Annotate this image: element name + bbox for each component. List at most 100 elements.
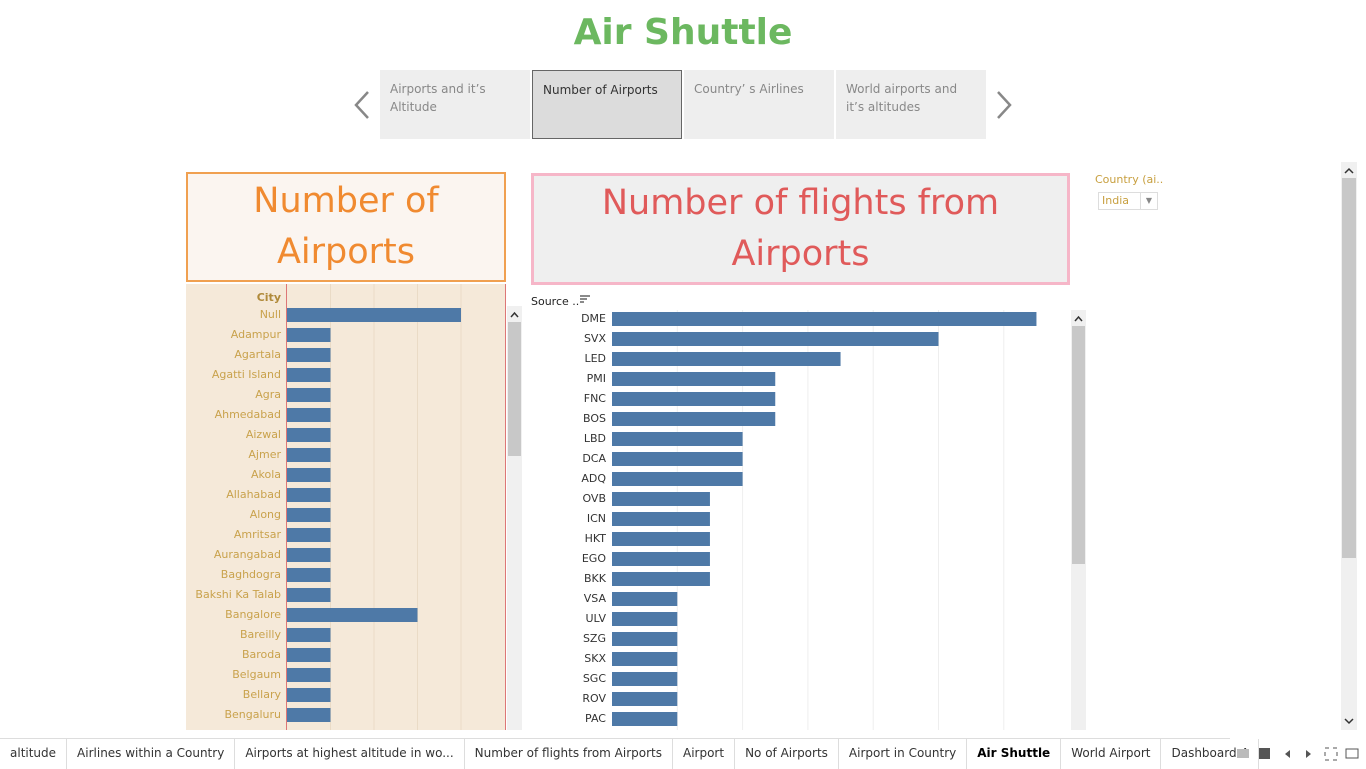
bar — [612, 632, 678, 646]
bar — [612, 492, 710, 506]
sheet-tab[interactable]: Airlines within a Country — [67, 739, 236, 769]
panel-title: Number of flights from Airports — [531, 173, 1070, 285]
bar — [612, 512, 710, 526]
sheet-tab[interactable]: altitude — [0, 739, 68, 769]
sheet-tab[interactable]: Number of flights from Airports — [465, 739, 673, 769]
bar — [612, 612, 678, 626]
category-label: ROV — [582, 692, 606, 705]
category-label: ADQ — [581, 472, 606, 485]
category-label: Allahabad — [226, 488, 281, 501]
bar — [612, 372, 776, 386]
bar — [287, 428, 331, 442]
category-label: Agatti Island — [212, 368, 281, 381]
filter-label: Country (ai.. — [1095, 173, 1164, 186]
scrollbar[interactable] — [507, 306, 522, 730]
story-prev[interactable] — [350, 88, 374, 122]
bar — [287, 528, 331, 542]
category-label: ULV — [586, 612, 607, 625]
category-label: Adampur — [231, 328, 282, 341]
bar — [287, 608, 418, 622]
bar — [287, 508, 331, 522]
category-label: Aurangabad — [214, 548, 281, 561]
bar — [612, 432, 743, 446]
bar — [287, 348, 331, 362]
bar — [287, 488, 331, 502]
category-label: Aizwal — [246, 428, 281, 441]
category-label: SGC — [583, 672, 607, 685]
sheet-tab[interactable]: Dashboard 4 — [1161, 739, 1260, 769]
bar — [287, 448, 331, 462]
bar — [612, 532, 710, 546]
category-label: Bengaluru — [224, 708, 281, 721]
story-point[interactable]: World airports and it’s altitudes — [836, 70, 986, 139]
category-label: BOS — [583, 412, 606, 425]
category-label: Ajmer — [248, 448, 281, 461]
category-label: Ahmedabad — [215, 408, 281, 421]
bar — [287, 588, 331, 602]
category-label: OVB — [582, 492, 606, 505]
bar — [287, 708, 331, 722]
filter-dropdown[interactable]: India ▼ — [1098, 192, 1158, 210]
category-label: Bellary — [243, 688, 282, 701]
sheet-tab[interactable]: Airport in Country — [839, 739, 968, 769]
page-scrollbar[interactable] — [1341, 162, 1357, 730]
bar — [287, 628, 331, 642]
scrollbar[interactable] — [1071, 310, 1086, 730]
category-label: Bareilly — [240, 628, 282, 641]
category-label: Agra — [255, 388, 281, 401]
category-label: FNC — [584, 392, 607, 405]
category-label: HKT — [585, 532, 607, 545]
dashboard-title: Air Shuttle — [573, 12, 793, 53]
category-label: Null — [260, 308, 281, 321]
bar — [287, 548, 331, 562]
category-label: Amritsar — [234, 528, 282, 541]
bar — [612, 552, 710, 566]
bar — [287, 668, 331, 682]
story-point[interactable]: Number of Airports — [532, 70, 682, 139]
category-label: Agartala — [234, 348, 281, 361]
bar — [612, 712, 678, 726]
category-label: Along — [250, 508, 281, 521]
filter-value: India — [1102, 194, 1129, 207]
sheet-tab[interactable]: Air Shuttle — [967, 739, 1062, 769]
bar — [287, 328, 331, 342]
bar — [612, 392, 776, 406]
bar — [287, 568, 331, 582]
panel-title: Number of Airports — [186, 172, 506, 282]
bar — [287, 468, 331, 482]
category-label: SZG — [583, 632, 606, 645]
story-point[interactable]: Country’ s Airlines — [684, 70, 834, 139]
sheet-tab[interactable]: World Airport — [1061, 739, 1162, 769]
bar — [287, 648, 331, 662]
bar — [612, 572, 710, 586]
sort-icon — [580, 295, 590, 303]
category-label: Bangalore — [225, 608, 281, 621]
bar — [287, 368, 331, 382]
sheet-tab[interactable]: Airport — [673, 739, 736, 769]
sheet-tab[interactable]: Airports at highest altitude in wo... — [235, 739, 465, 769]
category-label: DCA — [582, 452, 606, 465]
bar — [612, 312, 1037, 326]
story-point[interactable]: Airports and it’s Altitude — [380, 70, 530, 139]
category-label: LBD — [584, 432, 606, 445]
category-label: Akola — [251, 468, 281, 481]
category-label: DME — [581, 312, 606, 325]
category-label: PMI — [587, 372, 606, 385]
bar — [612, 472, 743, 486]
bar — [287, 308, 461, 322]
bar — [612, 652, 678, 666]
bar — [612, 672, 678, 686]
sheet-tab[interactable]: No of Airports — [735, 739, 839, 769]
divider — [505, 284, 506, 730]
category-label: EGO — [582, 552, 606, 565]
category-label: VSA — [584, 592, 607, 605]
category-label: Belgaum — [232, 668, 281, 681]
story-next[interactable] — [992, 88, 1016, 122]
city-chart: City Null Adampur Agartala Agatti Island Agra… — [186, 284, 506, 730]
field-label: Source .. — [531, 295, 579, 308]
bar — [287, 688, 331, 702]
bar — [612, 412, 776, 426]
category-label: LED — [584, 352, 606, 365]
tab-controls[interactable] — [1232, 744, 1366, 764]
